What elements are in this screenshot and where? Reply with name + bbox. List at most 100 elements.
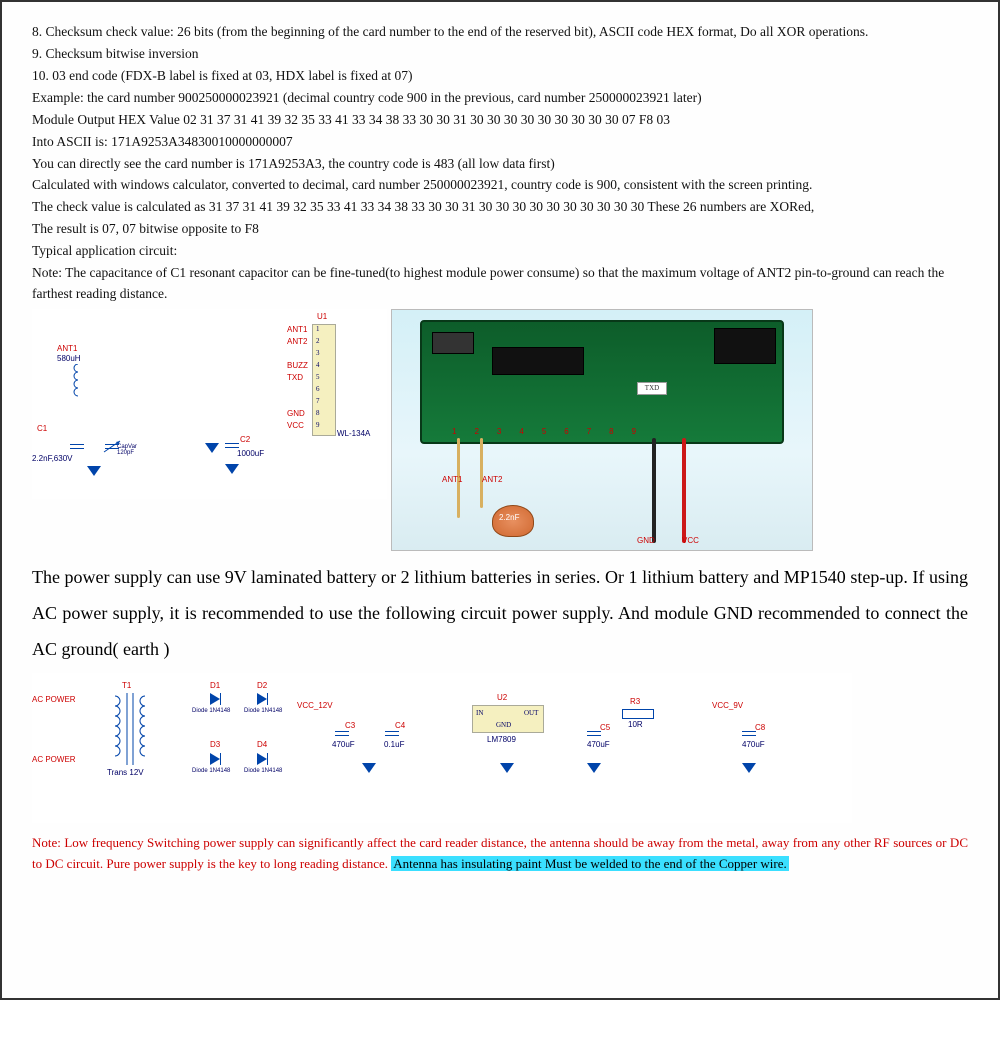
u2-out: OUT — [524, 709, 538, 717]
para-ascii: Into ASCII is: 171A9253A3483001000000000… — [32, 132, 968, 153]
wire — [32, 921, 33, 946]
wire — [32, 472, 33, 487]
diode-d2 — [257, 693, 267, 705]
wire — [32, 903, 33, 921]
wire — [32, 677, 33, 737]
wire — [32, 1039, 33, 1064]
r3-value: 10R — [628, 720, 643, 729]
para-typical: Typical application circuit: — [32, 241, 968, 262]
cap-plate — [335, 731, 349, 732]
pin-ant1: ANT1 — [287, 325, 307, 334]
ground-icon — [362, 763, 376, 773]
wire — [32, 676, 87, 677]
c3-label: C3 — [345, 721, 355, 730]
d4-label: D4 — [257, 740, 267, 749]
para-9: 9. Checksum bitwise inversion — [32, 44, 968, 65]
pn1: 1 — [316, 325, 320, 333]
wire — [32, 471, 182, 472]
d3-part: Diode 1N4148 — [192, 768, 230, 774]
pn: 1 — [452, 427, 456, 436]
wire — [32, 502, 33, 517]
u2-part: LM7809 — [487, 735, 516, 744]
pcb-pin-row: 1 2 3 4 5 6 7 8 9 — [452, 427, 636, 436]
pcb-cap-label: 2.2nF — [499, 513, 519, 522]
c4-label: C4 — [395, 721, 405, 730]
diode-bar — [267, 753, 268, 765]
diode-bar — [220, 753, 221, 765]
d1-label: D1 — [210, 681, 220, 690]
pn4: 4 — [316, 361, 320, 369]
pcb-board: TXD 1 2 3 4 5 6 7 8 9 — [420, 320, 784, 444]
wire — [32, 487, 33, 502]
document-page: 8. Checksum check value: 26 bits (from t… — [0, 0, 1000, 1000]
pin-gnd: GND — [287, 409, 305, 418]
pn5: 5 — [316, 373, 320, 381]
wire — [32, 542, 112, 543]
cap-plate — [225, 447, 239, 448]
wire — [32, 309, 33, 349]
diode-d3 — [210, 753, 220, 765]
u2-in: IN — [476, 709, 483, 717]
ground-icon — [742, 763, 756, 773]
schematic-antenna-circuit: ANT1 580uH C1 2.2nF,630V CapVar120pF — [32, 309, 387, 499]
pn3: 3 — [316, 349, 320, 357]
pn6: 6 — [316, 385, 320, 393]
r3-label: R3 — [630, 697, 640, 706]
vcc12-label: VCC_12V — [297, 701, 333, 710]
para-10: 10. 03 end code (FDX-B label is fixed at… — [32, 66, 968, 87]
pin-buzz: BUZZ — [287, 361, 308, 370]
pcb-txd-label: TXD — [637, 382, 667, 395]
u2-gnd: GND — [496, 721, 511, 729]
vcc9-label: VCC_9V — [712, 701, 743, 710]
pn7: 7 — [316, 397, 320, 405]
wire — [32, 977, 242, 978]
wire — [32, 946, 33, 976]
wire — [32, 543, 33, 561]
pcb-ant2-label: ANT2 — [482, 475, 502, 484]
c5-label: C5 — [600, 723, 610, 732]
ac1-label: AC POWER — [32, 695, 76, 704]
ac2-label: AC POWER — [32, 755, 76, 764]
c4-value: 0.1uF — [384, 740, 404, 749]
pcb-ant1-label: ANT1 — [442, 475, 462, 484]
d2-label: D2 — [257, 681, 267, 690]
c8-value: 470uF — [742, 740, 765, 749]
cap-plate — [385, 735, 399, 736]
wire — [32, 878, 33, 903]
c8-label: C8 — [755, 723, 765, 732]
diode-bar — [267, 693, 268, 705]
t1-value: Trans 12V — [107, 768, 144, 777]
wire — [32, 737, 33, 797]
ground-icon — [225, 464, 239, 474]
c2-label: C2 — [240, 435, 250, 444]
pn: 3 — [497, 427, 501, 436]
pn2: 2 — [316, 337, 320, 345]
cap-plate — [70, 448, 84, 449]
cap-plate — [385, 731, 399, 732]
cap-plate — [587, 731, 601, 732]
diode-d1 — [210, 693, 220, 705]
note-label: Note: — [32, 835, 61, 850]
cap-plate — [335, 735, 349, 736]
ant1-value: 580uH — [57, 354, 81, 363]
intro-text-block: 8. Checksum check value: 26 bits (from t… — [32, 22, 968, 305]
para-cardnum: You can directly see the card number is … — [32, 154, 968, 175]
wire — [32, 797, 33, 857]
ground-icon — [587, 763, 601, 773]
u1-label: U1 — [317, 312, 327, 321]
pcb-photo: TXD 1 2 3 4 5 6 7 8 9 ANT1 AN — [391, 309, 813, 551]
pcb-vcc-label: VCC — [682, 536, 699, 545]
pn8: 8 — [316, 409, 320, 417]
pcb-mcu-ic — [714, 328, 776, 364]
c1-label: C1 — [37, 424, 47, 433]
c3-value: 470uF — [332, 740, 355, 749]
pcb-wire-vcc — [682, 438, 686, 543]
para-result: The result is 07, 07 bitwise opposite to… — [32, 219, 968, 240]
para-example: Example: the card number 900250000023921… — [32, 88, 968, 109]
wire — [32, 561, 33, 577]
ground-icon — [500, 763, 514, 773]
wire — [32, 607, 52, 608]
d3-label: D3 — [210, 740, 220, 749]
para-calc: Calculated with windows calculator, conv… — [32, 175, 968, 196]
pcb-header — [492, 347, 584, 375]
